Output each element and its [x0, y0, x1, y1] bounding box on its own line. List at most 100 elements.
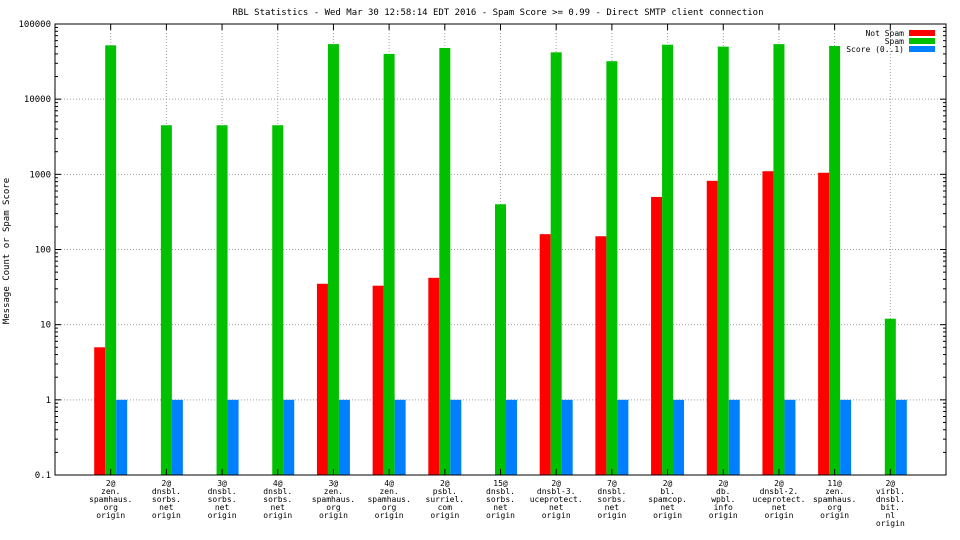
x-tick-label: 4@ [384, 479, 394, 488]
bar [818, 172, 830, 475]
bar [338, 399, 350, 475]
y-tick-label: 10000 [24, 95, 51, 105]
bar [762, 171, 774, 475]
x-tick-label: spamhaus. [89, 495, 132, 504]
x-tick-label: origin [820, 511, 849, 520]
x-tick-label: uceprotect. [530, 495, 583, 504]
bar [383, 53, 395, 475]
bar [372, 285, 384, 475]
x-tick-label: spamhaus. [367, 495, 410, 504]
x-tick-label: 2@ [885, 479, 895, 488]
x-tick-label: 2@ [440, 479, 450, 488]
x-tick-label: 2@ [774, 479, 784, 488]
bar [272, 125, 284, 476]
legend-swatch [909, 38, 935, 44]
x-tick-label: zen. [324, 487, 343, 496]
bar [840, 399, 852, 475]
y-tick-label: 1000 [29, 170, 51, 180]
x-tick-label: virbl. [876, 487, 905, 496]
x-tick-label: psbl. [433, 487, 457, 496]
x-tick-label: origin [486, 511, 515, 520]
bar [550, 52, 562, 476]
x-tick-label: origin [764, 511, 793, 520]
x-tick-label: org [827, 503, 842, 512]
x-tick-label: net [772, 503, 787, 512]
legend-label: Score (0..1) [846, 45, 904, 54]
y-tick-label: 10 [40, 321, 51, 331]
bar [316, 283, 328, 475]
x-tick-label: spamhaus. [813, 495, 856, 504]
x-tick-label: origin [96, 511, 125, 520]
bar [606, 61, 618, 475]
bar [105, 45, 117, 476]
bar [116, 399, 128, 475]
x-tick-label: origin [430, 511, 459, 520]
y-tick-label: 100 [35, 246, 51, 256]
bar [495, 204, 506, 475]
x-axis-ticks: 2@zen.spamhaus.orgorigin2@dnsbl.sorbs.ne… [89, 24, 905, 528]
x-tick-label: bl. [660, 487, 674, 496]
x-tick-label: 3@ [329, 479, 339, 488]
x-tick-label: net [159, 503, 174, 512]
legend-swatch [909, 30, 935, 36]
x-tick-label: spamhaus. [312, 495, 355, 504]
x-tick-label: sorbs. [263, 495, 292, 504]
x-tick-label: spamcop. [648, 495, 687, 504]
bar [394, 399, 406, 475]
bar [673, 399, 685, 475]
x-tick-label: surriel. [426, 495, 465, 504]
bars [94, 44, 907, 476]
y-axis-label: Message Count or Spam Score [2, 178, 12, 324]
x-tick-label: dnsbl. [152, 487, 181, 496]
x-tick-label: org [382, 503, 397, 512]
x-tick-label: 2@ [106, 479, 116, 488]
y-tick-label: 1 [46, 396, 51, 406]
x-tick-label: zen. [825, 487, 844, 496]
x-tick-label: org [103, 503, 118, 512]
x-tick-label: dnsbl-2. [760, 487, 799, 496]
x-tick-label: origin [319, 511, 348, 520]
bar [506, 399, 517, 475]
x-tick-label: 2@ [551, 479, 561, 488]
x-tick-label: net [660, 503, 675, 512]
bar [439, 47, 451, 476]
bar [662, 44, 674, 475]
y-tick-label: 100000 [18, 20, 51, 30]
x-tick-label: zen. [379, 487, 398, 496]
bar [717, 46, 729, 476]
x-tick-label: sorbs. [208, 495, 237, 504]
x-tick-label: zen. [101, 487, 120, 496]
bar [160, 125, 172, 476]
x-tick-label: info [714, 503, 733, 512]
bar [784, 399, 796, 475]
bar [539, 234, 551, 475]
x-tick-label: com [438, 503, 453, 512]
x-tick-label: origin [375, 511, 404, 520]
x-tick-label: 2@ [718, 479, 728, 488]
x-tick-label: wpbl. [711, 495, 735, 504]
x-tick-label: dnsbl. [597, 487, 626, 496]
x-tick-label: dnsbl. [486, 487, 515, 496]
bar [561, 399, 573, 475]
x-tick-label: origin [709, 511, 738, 520]
bar [450, 399, 462, 475]
x-tick-label: net [549, 503, 564, 512]
x-tick-label: origin [208, 511, 237, 520]
x-tick-label: sorbs. [597, 495, 626, 504]
bar [327, 44, 339, 475]
x-tick-label: 7@ [607, 479, 617, 488]
x-tick-label: origin [597, 511, 626, 520]
x-tick-label: 2@ [162, 479, 172, 488]
bar [895, 399, 907, 475]
bar [94, 347, 106, 475]
x-tick-label: origin [542, 511, 571, 520]
x-tick-label: net [493, 503, 508, 512]
bar [171, 399, 183, 475]
x-tick-label: origin [263, 511, 292, 520]
x-tick-label: 15@ [493, 479, 508, 488]
x-tick-label: origin [876, 519, 905, 528]
x-tick-label: db. [716, 487, 730, 496]
bar [829, 45, 841, 475]
